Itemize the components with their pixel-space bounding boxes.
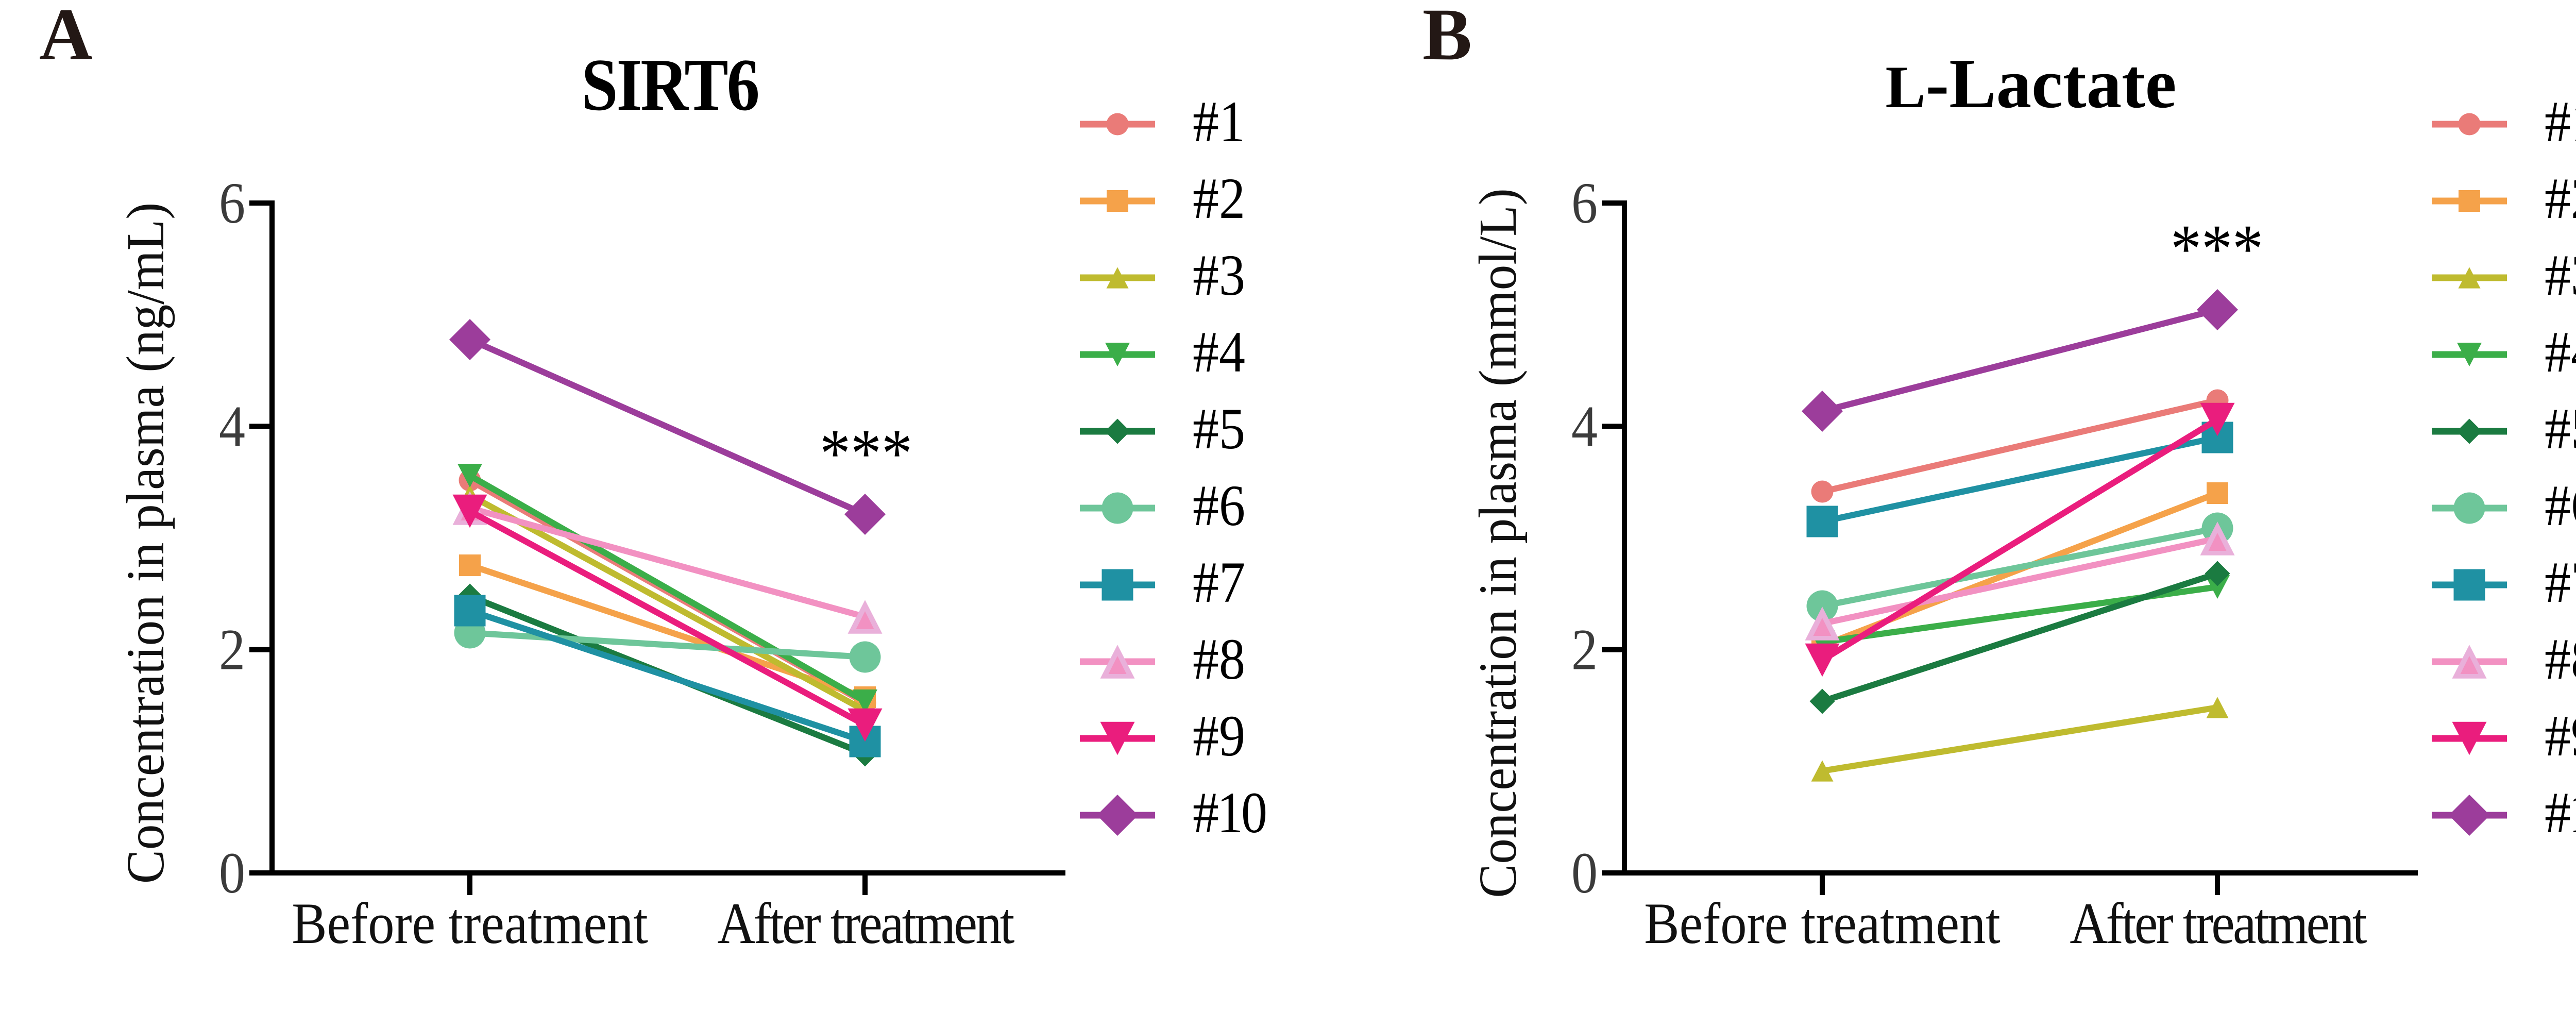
svg-text:4: 4 xyxy=(1571,394,1598,459)
svg-text:Before treatment: Before treatment xyxy=(1644,891,2000,956)
svg-text:2: 2 xyxy=(219,618,245,682)
svg-text:0: 0 xyxy=(1571,841,1598,905)
svg-text:2: 2 xyxy=(1571,618,1598,682)
svg-text:6: 6 xyxy=(1571,171,1598,235)
svg-text:#7: #7 xyxy=(2545,550,2576,615)
svg-text:SIRT6: SIRT6 xyxy=(581,43,758,126)
svg-text:After treatment: After treatment xyxy=(717,891,1014,956)
svg-text:0: 0 xyxy=(219,841,245,905)
svg-text:#6: #6 xyxy=(1193,474,1245,538)
svg-text:Before treatment: Before treatment xyxy=(292,891,648,956)
svg-text:#2: #2 xyxy=(2545,166,2576,231)
svg-text:#9: #9 xyxy=(2545,704,2576,768)
svg-text:#1: #1 xyxy=(2545,90,2576,154)
svg-text:A: A xyxy=(39,0,93,76)
svg-text:#5: #5 xyxy=(1193,397,1245,461)
svg-text:#4: #4 xyxy=(2545,320,2576,384)
svg-text:After treatment: After treatment xyxy=(2070,891,2367,956)
svg-text:#6: #6 xyxy=(2545,474,2576,538)
svg-text:4: 4 xyxy=(219,394,245,459)
svg-text:#8: #8 xyxy=(2545,627,2576,692)
svg-text:#9: #9 xyxy=(1193,704,1245,768)
svg-text:#10: #10 xyxy=(1193,781,1265,845)
svg-text:#7: #7 xyxy=(1193,550,1245,615)
svg-text:#5: #5 xyxy=(2545,397,2576,461)
svg-text:#8: #8 xyxy=(1193,627,1245,692)
svg-text:#4: #4 xyxy=(1193,320,1245,384)
svg-text:6: 6 xyxy=(219,171,245,235)
svg-text:Concentration in plasma (mmol/: Concentration in plasma (mmol/L) xyxy=(1468,188,1528,898)
svg-text:Concentration in plasma (ng/mL: Concentration in plasma (ng/mL) xyxy=(116,203,175,884)
svg-text:#3: #3 xyxy=(2545,243,2576,308)
svg-text:***: *** xyxy=(2171,211,2263,287)
svg-text:#3: #3 xyxy=(1193,243,1245,308)
svg-text:#1: #1 xyxy=(1193,90,1245,154)
svg-text:***: *** xyxy=(820,415,912,491)
svg-text:B: B xyxy=(1422,0,1472,76)
svg-text:#2: #2 xyxy=(1193,166,1245,231)
svg-text:#10: #10 xyxy=(2545,781,2576,845)
svg-text:L-Lactate: L-Lactate xyxy=(1886,44,2177,123)
